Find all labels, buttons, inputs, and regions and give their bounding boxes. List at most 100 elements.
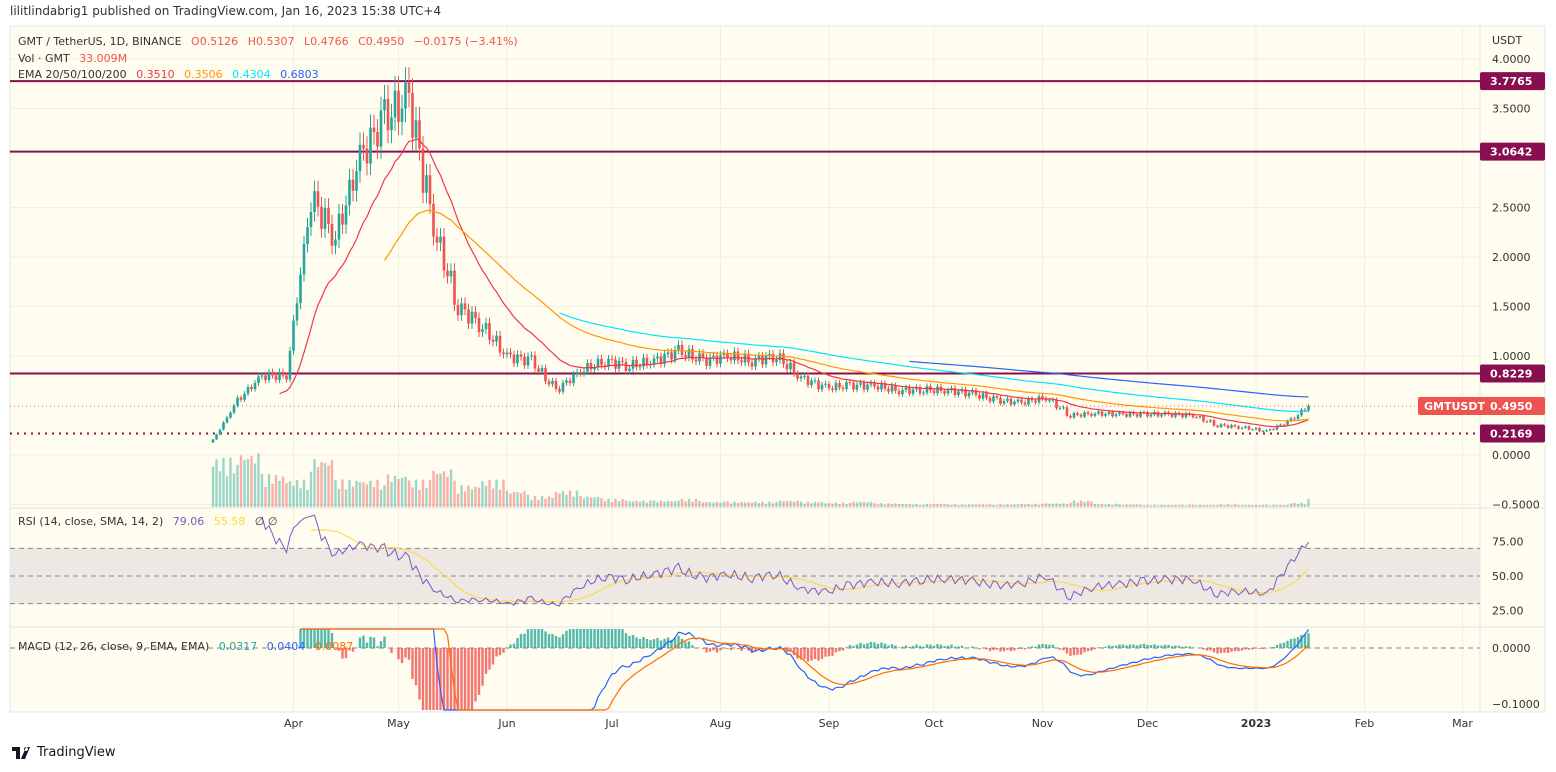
candle-body xyxy=(750,362,754,367)
volume-bar xyxy=(621,498,624,507)
volume-bar xyxy=(337,488,341,507)
macd-histogram-bar xyxy=(617,629,621,648)
volume-bar xyxy=(1104,504,1107,507)
macd-histogram-bar xyxy=(320,629,323,648)
macd-histogram-bar xyxy=(859,642,862,648)
volume-bar xyxy=(502,479,505,507)
volume-bar xyxy=(246,458,250,507)
macd-histogram-bar xyxy=(712,648,715,651)
rsi-tick-label: 50.00 xyxy=(1492,570,1524,583)
macd-histogram-bar xyxy=(705,648,708,653)
candle-body xyxy=(953,387,957,396)
candle-body xyxy=(215,434,218,440)
candle-body xyxy=(785,364,789,370)
volume-bar xyxy=(1016,504,1020,507)
candle-body xyxy=(1041,396,1044,399)
volume-bar xyxy=(1065,504,1069,507)
macd-histogram-bar xyxy=(995,648,999,650)
candle-body xyxy=(341,213,344,225)
macd-histogram-bar xyxy=(484,648,488,674)
price-tick-label: 4.0000 xyxy=(1492,53,1531,66)
candle-body xyxy=(1027,398,1030,405)
volume-bar xyxy=(267,474,271,507)
chart-background xyxy=(9,25,1546,713)
macd-histogram-bar xyxy=(852,645,855,648)
macd-pane xyxy=(299,628,1310,711)
macd-histogram-bar xyxy=(435,648,439,710)
macd-histogram-bar xyxy=(1156,645,1160,648)
volume-bar xyxy=(1198,504,1202,507)
time-tick-label: Jun xyxy=(497,717,515,730)
macd-histogram-bar xyxy=(313,629,316,648)
macd-histogram-bar xyxy=(1163,644,1167,648)
candle-body xyxy=(1118,412,1121,415)
candle-body xyxy=(971,390,974,393)
candle-body xyxy=(1282,424,1286,426)
volume-bar xyxy=(712,502,715,507)
candle-body xyxy=(561,382,565,392)
volume-bar xyxy=(463,491,467,507)
price-change: −0.0175 (−3.41%) xyxy=(413,35,518,48)
volume-bar xyxy=(302,479,306,507)
volume-bar xyxy=(281,476,285,507)
candle-body xyxy=(355,171,358,191)
candle-body xyxy=(432,203,435,237)
volume-bar xyxy=(1020,503,1023,507)
candle-body xyxy=(246,387,250,394)
macd-histogram-bar xyxy=(974,647,978,648)
candle-body xyxy=(1086,412,1090,414)
last-price-label: 0.4950 xyxy=(1490,400,1533,413)
volume-bar xyxy=(1006,504,1009,507)
candle-body xyxy=(1307,405,1310,411)
macd-histogram-bar xyxy=(330,633,334,648)
volume-bar xyxy=(547,496,551,507)
volume-bar xyxy=(1254,504,1258,507)
macd-histogram-bar xyxy=(806,648,810,662)
ema-legend: EMA 20/50/100/200 0.3510 0.3506 0.4304 0… xyxy=(18,68,325,81)
candle-body xyxy=(761,355,764,365)
volume-bar xyxy=(782,501,785,507)
volume-bar xyxy=(215,459,218,507)
macd-histogram-bar xyxy=(873,642,876,648)
level-price-label: 3.7765 xyxy=(1490,75,1532,88)
candle-body xyxy=(435,236,439,243)
volume-bar xyxy=(967,504,971,507)
level-price-label: 0.8229 xyxy=(1490,368,1532,381)
macd-histogram-bar xyxy=(635,637,638,648)
rsi-line xyxy=(261,514,1309,607)
macd-histogram-bar xyxy=(743,648,747,649)
macd-histogram-bar xyxy=(1184,646,1188,648)
candle-body xyxy=(302,244,306,275)
candle-body xyxy=(932,390,936,394)
volume-bar xyxy=(533,496,537,507)
volume-bar xyxy=(593,497,596,507)
candle-body xyxy=(411,92,414,138)
candle-body xyxy=(775,359,778,363)
volume-bar xyxy=(953,504,957,507)
macd-histogram-bar xyxy=(908,646,911,648)
candle-body xyxy=(943,391,946,394)
candle-body xyxy=(362,144,365,149)
candle-body xyxy=(470,311,474,324)
volume-bar xyxy=(894,503,897,507)
volume-bar xyxy=(1111,504,1114,507)
volume-bar xyxy=(1174,504,1177,507)
volume-bar xyxy=(460,485,463,507)
ema100-line xyxy=(559,312,1309,413)
volume-bar xyxy=(1153,504,1156,507)
tradingview-logo[interactable]: TradingView xyxy=(12,745,116,760)
ema200-line xyxy=(909,360,1309,398)
macd-histogram-bar xyxy=(411,648,414,679)
macd-histogram-bar xyxy=(1233,648,1237,652)
macd-histogram-bar xyxy=(943,646,946,648)
candle-body xyxy=(1104,413,1107,416)
candle-body xyxy=(376,132,379,147)
macd-histogram-bar xyxy=(1261,648,1265,649)
candle-body xyxy=(1212,420,1216,426)
candle-body xyxy=(855,384,859,390)
volume-bar xyxy=(1209,505,1212,507)
macd-histogram-bar xyxy=(1247,648,1251,650)
volume-bar xyxy=(285,483,288,507)
volume-bar xyxy=(1072,500,1076,507)
